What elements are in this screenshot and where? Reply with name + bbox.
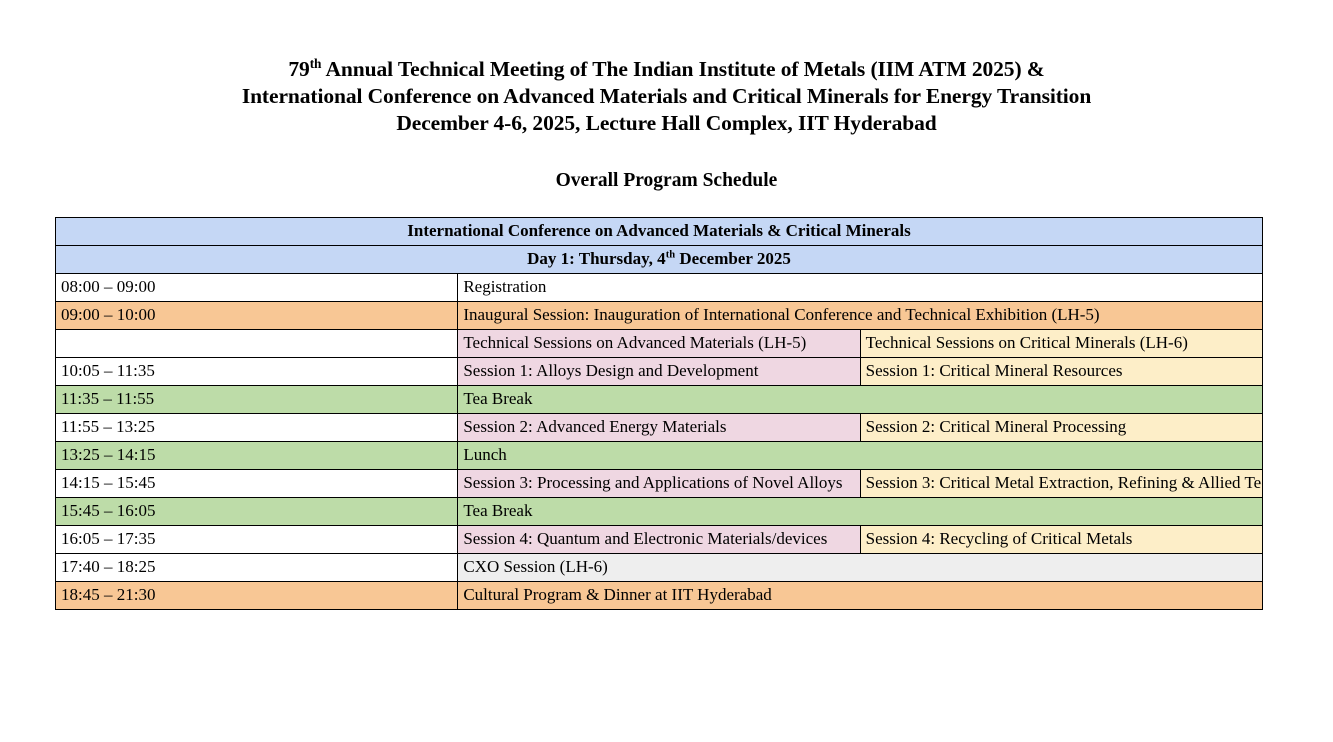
schedule-time-cell: 16:05 – 17:35: [54, 525, 459, 554]
heading-line-3: December 4-6, 2025, Lecture Hall Complex…: [396, 111, 937, 135]
table-row: 18:45 – 21:30 Cultural Program & Dinner a…: [54, 581, 1263, 610]
table-row: 11:55 – 13:25 Session 2: Advanced Energy …: [54, 413, 1264, 442]
schedule-time-cell: 17:40 – 18:25: [54, 553, 459, 582]
schedule-right-track-cell: Session 1: Critical Mineral Resources: [859, 357, 1264, 386]
table-row-banner-day: Day 1: Thursday, 4th December 2025: [55, 245, 1263, 274]
schedule-time-cell: [54, 329, 459, 358]
table-row: 14:15 – 15:45 Session 3: Processing and A…: [54, 469, 1264, 498]
schedule-left-track-cell: Session 4: Quantum and Electronic Materi…: [457, 525, 861, 554]
schedule-left-track-cell: Session 2: Advanced Energy Materials: [457, 413, 861, 442]
schedule-left-track-cell: Session 3: Processing and Applications o…: [457, 469, 861, 498]
heading-line-1: 79th Annual Technical Meeting of The Ind…: [0, 56, 1333, 83]
schedule-right-track-cell: Technical Sessions on Critical Minerals …: [859, 329, 1264, 358]
schedule-right-track-cell: Session 4: Recycling of Critical Metals: [859, 525, 1264, 554]
schedule-time-cell: 14:15 – 15:45: [54, 469, 459, 498]
banner-conference-title: International Conference on Advanced Mat…: [55, 217, 1263, 246]
banner-day-pre: Day 1: Thursday, 4: [527, 249, 666, 268]
schedule-left-track-cell: Inaugural Session: Inauguration of Inter…: [457, 301, 1263, 330]
schedule-time-cell: 09:00 – 10:00: [54, 301, 459, 330]
schedule-left-track-cell: Tea Break: [457, 497, 1263, 526]
schedule-right-track-cell: Session 2: Critical Mineral Processing: [859, 413, 1264, 442]
section-title: Overall Program Schedule: [555, 170, 778, 191]
schedule-right-track-cell: Session 3: Critical Metal Extraction, Re…: [859, 469, 1264, 498]
schedule-left-track-cell: CXO Session (LH-6): [457, 553, 1263, 582]
schedule-time-cell: 10:05 – 11:35: [54, 357, 459, 386]
heading-line-1-number: 79: [288, 57, 310, 81]
table-row: Technical Sessions on Advanced Materials…: [54, 329, 1264, 358]
schedule-table: International Conference on Advanced Mat…: [54, 217, 1264, 610]
table-row: 10:05 – 11:35 Session 1: Alloys Design an…: [54, 357, 1264, 386]
schedule-table-body: International Conference on Advanced Mat…: [54, 217, 1264, 610]
schedule-table-wrapper: International Conference on Advanced Mat…: [54, 217, 1264, 610]
schedule-left-track-cell: Session 1: Alloys Design and Development: [457, 357, 861, 386]
table-row: 11:35 – 11:55 Tea Break: [54, 385, 1263, 414]
schedule-time-cell: 15:45 – 16:05: [54, 497, 459, 526]
banner-day-post: December 2025: [675, 249, 791, 268]
banner-day-title: Day 1: Thursday, 4th December 2025: [55, 245, 1263, 274]
heading-line-1-text: Annual Technical Meeting of The Indian I…: [321, 57, 1045, 81]
table-row: 16:05 – 17:35 Session 4: Quantum and Elec…: [54, 525, 1264, 554]
schedule-left-track-cell: Technical Sessions on Advanced Materials…: [457, 329, 861, 358]
table-row: 15:45 – 16:05 Tea Break: [54, 497, 1263, 526]
schedule-left-track-cell: Registration: [457, 273, 1263, 302]
table-row: 13:25 – 14:15 Lunch: [54, 441, 1263, 470]
schedule-left-track-cell: Cultural Program & Dinner at IIT Hyderab…: [457, 581, 1263, 610]
table-row: 17:40 – 18:25 CXO Session (LH-6): [54, 553, 1263, 582]
schedule-left-track-cell: Tea Break: [457, 385, 1263, 414]
table-row-banner-conference: International Conference on Advanced Mat…: [55, 217, 1263, 246]
heading-line-1-ordinal-sup: th: [309, 55, 322, 71]
schedule-time-cell: 11:35 – 11:55: [54, 385, 459, 414]
table-row: 09:00 – 10:00 Inaugural Session: Inaugura…: [54, 301, 1263, 330]
schedule-left-track-cell: Lunch: [457, 441, 1263, 470]
document-heading: 79th Annual Technical Meeting of The Ind…: [0, 56, 1333, 137]
schedule-time-cell: 18:45 – 21:30: [54, 581, 459, 610]
table-row: 08:00 – 09:00 Registration: [54, 273, 1263, 302]
schedule-time-cell: 08:00 – 09:00: [54, 273, 459, 302]
schedule-time-cell: 13:25 – 14:15: [54, 441, 459, 470]
heading-line-2: International Conference on Advanced Mat…: [241, 84, 1092, 108]
schedule-time-cell: 11:55 – 13:25: [54, 413, 459, 442]
banner-day-ordinal-sup: th: [665, 249, 676, 261]
